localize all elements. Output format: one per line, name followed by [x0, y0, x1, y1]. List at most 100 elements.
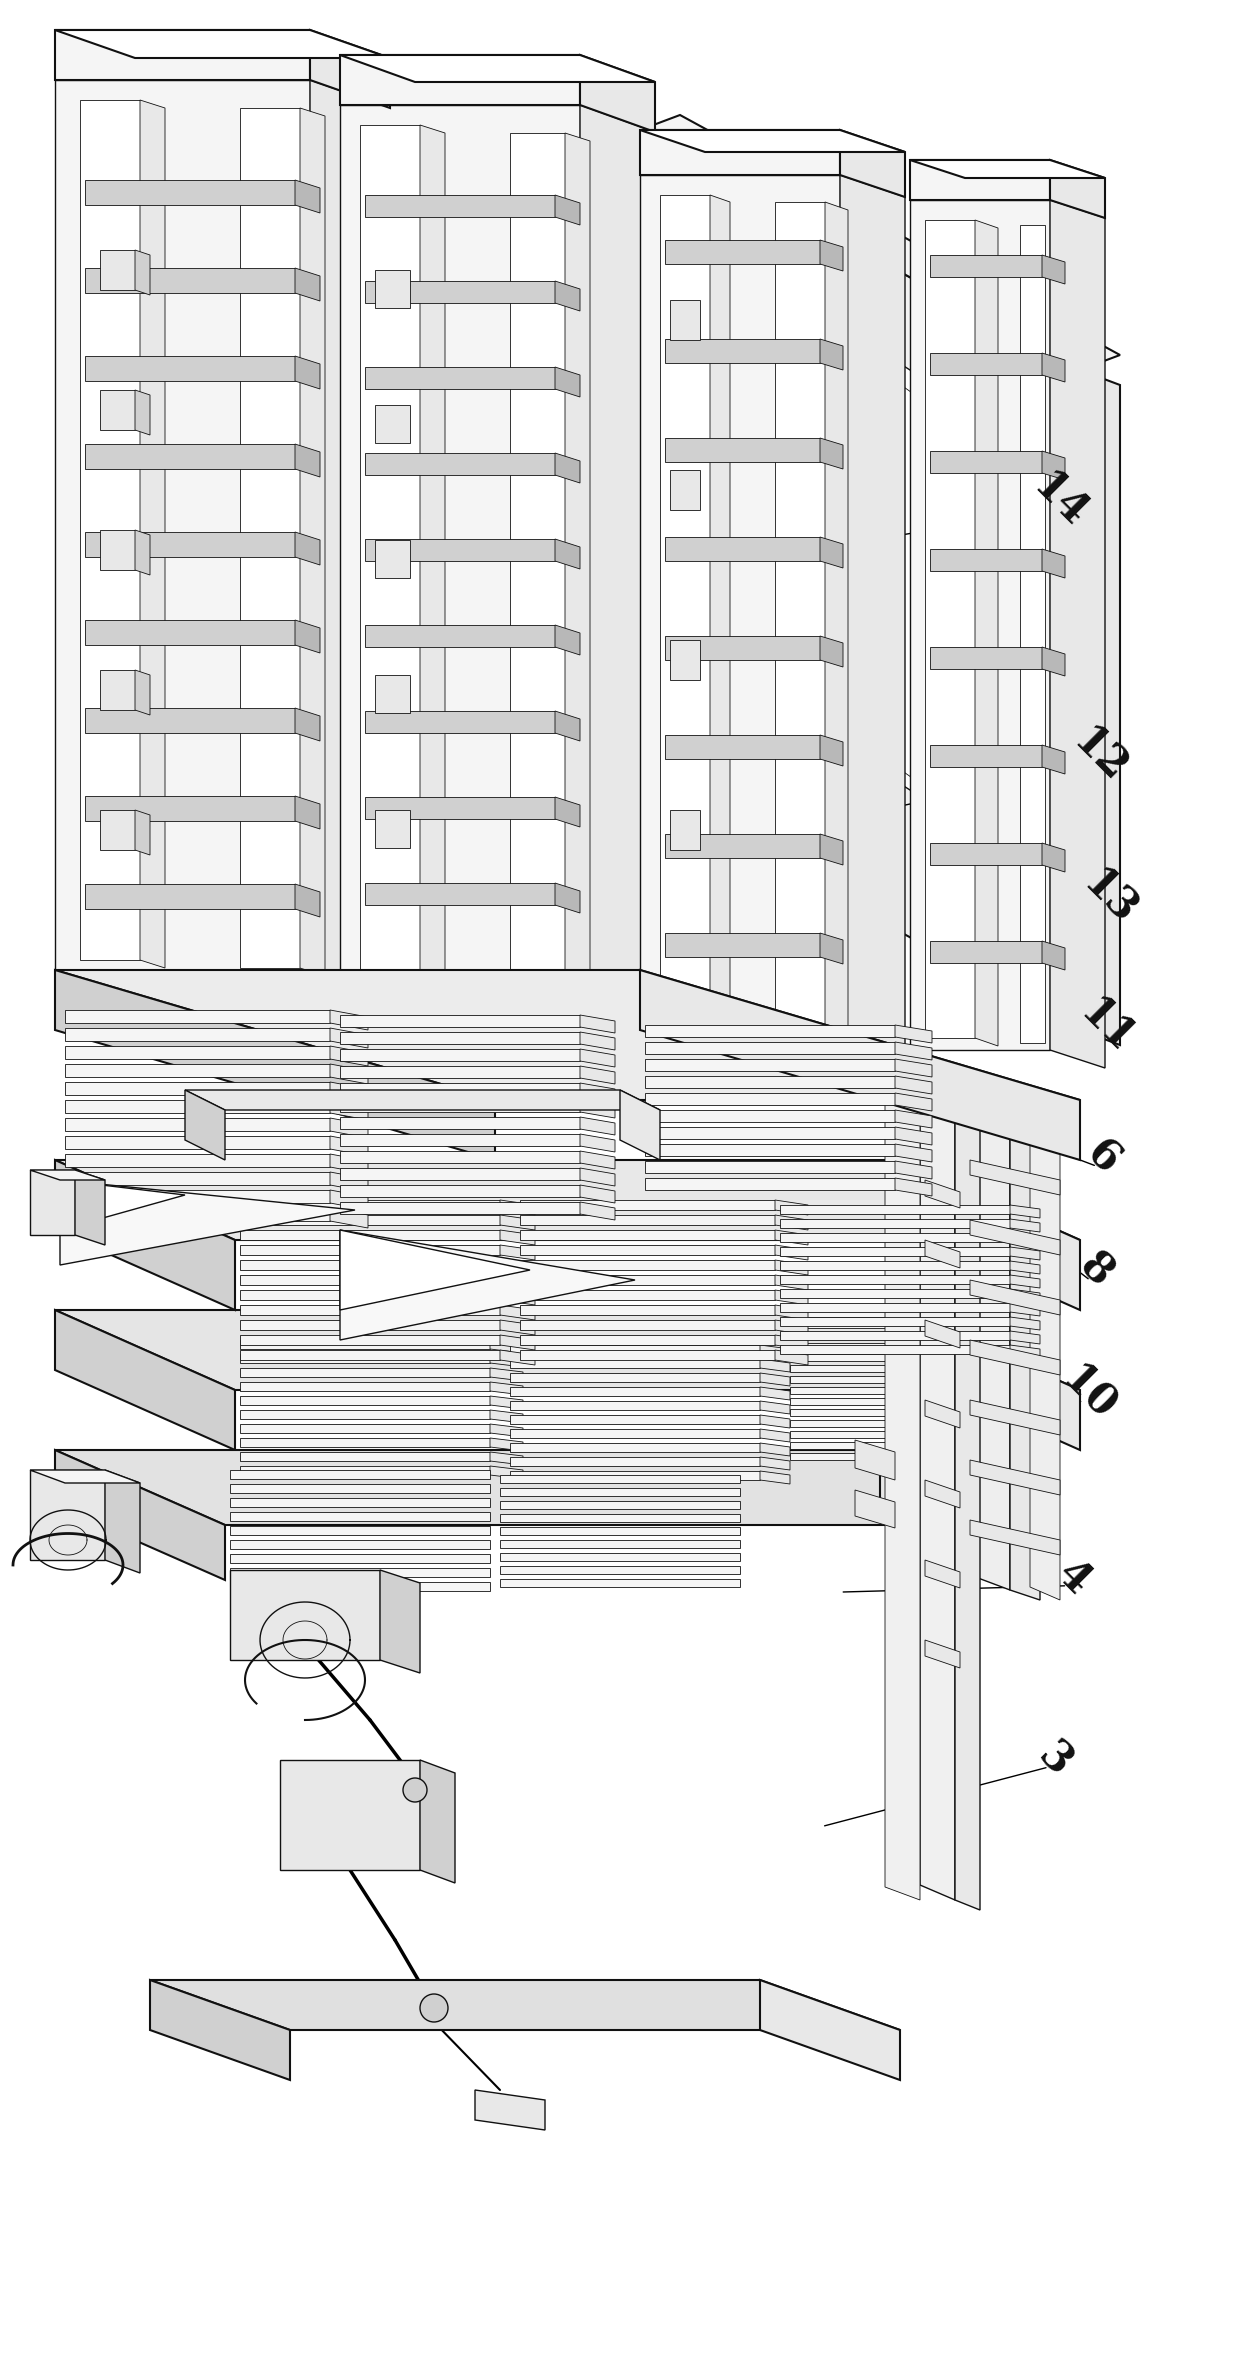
Polygon shape — [60, 1181, 185, 1231]
Polygon shape — [925, 1559, 960, 1587]
Polygon shape — [520, 1320, 775, 1330]
Polygon shape — [1042, 940, 1065, 971]
Polygon shape — [689, 229, 1021, 860]
Polygon shape — [790, 1398, 990, 1405]
Polygon shape — [330, 1046, 368, 1065]
Polygon shape — [55, 1311, 236, 1450]
Text: 12: 12 — [1064, 720, 1136, 791]
Polygon shape — [510, 1358, 760, 1368]
Polygon shape — [990, 1353, 1018, 1363]
Polygon shape — [365, 196, 556, 217]
Polygon shape — [241, 1231, 500, 1240]
Polygon shape — [310, 80, 391, 999]
Polygon shape — [490, 1368, 523, 1382]
Polygon shape — [64, 1046, 330, 1058]
Polygon shape — [340, 1202, 580, 1214]
Polygon shape — [760, 1358, 790, 1372]
Polygon shape — [1042, 451, 1065, 479]
Polygon shape — [856, 1490, 895, 1528]
Polygon shape — [490, 1438, 523, 1450]
Polygon shape — [229, 1554, 490, 1564]
Polygon shape — [1011, 1233, 1040, 1247]
Polygon shape — [1011, 1247, 1040, 1259]
Polygon shape — [895, 1162, 932, 1179]
Polygon shape — [30, 1169, 105, 1181]
Polygon shape — [580, 1065, 615, 1084]
Polygon shape — [229, 1483, 490, 1493]
Polygon shape — [360, 125, 420, 978]
Polygon shape — [780, 1275, 1011, 1285]
Polygon shape — [520, 1259, 775, 1271]
Polygon shape — [490, 1424, 523, 1436]
Polygon shape — [510, 1344, 760, 1353]
Polygon shape — [365, 366, 556, 390]
Polygon shape — [241, 1339, 490, 1349]
Polygon shape — [340, 1186, 580, 1198]
Polygon shape — [565, 132, 590, 994]
Polygon shape — [780, 1304, 1011, 1311]
Polygon shape — [229, 1583, 490, 1592]
Polygon shape — [241, 1396, 490, 1405]
Polygon shape — [580, 104, 655, 1018]
Polygon shape — [990, 1320, 1018, 1332]
Polygon shape — [1050, 201, 1105, 1068]
Polygon shape — [895, 1042, 932, 1061]
Polygon shape — [645, 1077, 895, 1089]
Polygon shape — [330, 1011, 368, 1030]
Polygon shape — [365, 883, 556, 905]
Polygon shape — [930, 843, 1042, 864]
Polygon shape — [64, 1190, 330, 1202]
Polygon shape — [1011, 1115, 1040, 1599]
Polygon shape — [86, 531, 295, 557]
Polygon shape — [365, 626, 556, 647]
Polygon shape — [135, 810, 150, 855]
Polygon shape — [100, 250, 135, 291]
Polygon shape — [990, 1311, 1018, 1320]
Circle shape — [420, 1994, 448, 2022]
Polygon shape — [556, 281, 580, 312]
Polygon shape — [55, 971, 495, 1160]
Polygon shape — [990, 1398, 1018, 1408]
Polygon shape — [910, 201, 1050, 1051]
Polygon shape — [790, 1311, 990, 1318]
Text: 8: 8 — [1071, 1245, 1121, 1297]
Polygon shape — [925, 220, 975, 1037]
Polygon shape — [241, 1214, 500, 1226]
Polygon shape — [1021, 224, 1045, 1044]
Polygon shape — [500, 1320, 534, 1335]
Polygon shape — [520, 1231, 775, 1240]
Polygon shape — [100, 390, 135, 430]
Text: 6: 6 — [1078, 1131, 1127, 1183]
Polygon shape — [556, 366, 580, 397]
Polygon shape — [55, 1311, 1080, 1389]
Polygon shape — [970, 1160, 1060, 1195]
Polygon shape — [86, 267, 295, 293]
Polygon shape — [640, 130, 1080, 1030]
Polygon shape — [241, 1290, 500, 1299]
Polygon shape — [895, 1110, 932, 1129]
Polygon shape — [775, 1200, 808, 1214]
Polygon shape — [780, 1318, 1011, 1325]
Polygon shape — [900, 1311, 1080, 1450]
Polygon shape — [990, 1386, 1018, 1396]
Polygon shape — [330, 1117, 368, 1138]
Polygon shape — [930, 744, 1042, 768]
Polygon shape — [775, 1290, 808, 1304]
Polygon shape — [1042, 744, 1065, 775]
Polygon shape — [241, 1368, 490, 1377]
Polygon shape — [780, 1344, 1011, 1353]
Polygon shape — [500, 1335, 534, 1351]
Polygon shape — [365, 539, 556, 562]
Polygon shape — [990, 1410, 1018, 1420]
Polygon shape — [990, 1441, 1018, 1453]
Polygon shape — [556, 796, 580, 827]
Polygon shape — [280, 1760, 420, 1871]
Text: 13: 13 — [1075, 862, 1145, 933]
Polygon shape — [780, 1247, 1011, 1257]
Polygon shape — [330, 1027, 368, 1049]
Polygon shape — [295, 619, 320, 652]
Polygon shape — [665, 536, 820, 562]
Polygon shape — [580, 54, 655, 132]
Polygon shape — [1080, 371, 1120, 1044]
Polygon shape — [86, 357, 295, 380]
